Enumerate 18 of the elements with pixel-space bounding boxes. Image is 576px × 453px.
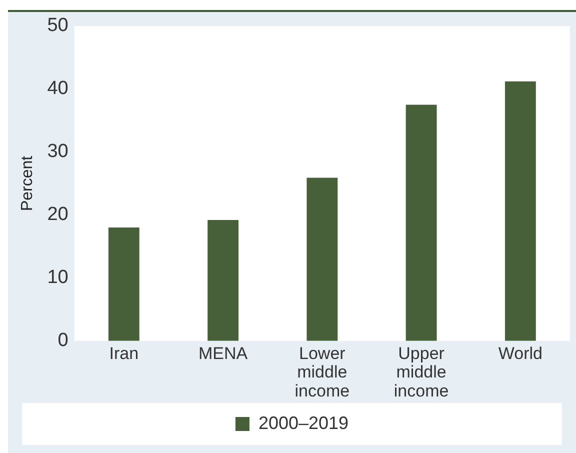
y-tick-label: 50 — [47, 15, 68, 36]
x-tick-label: Iran — [109, 344, 139, 363]
legend-label: 2000–2019 — [258, 412, 349, 433]
x-tick-label: MENA — [198, 344, 248, 363]
x-tick-label: Lower middle income — [294, 344, 350, 400]
y-tick-label: 0 — [58, 330, 68, 352]
y-tick-label: 40 — [47, 78, 68, 100]
x-tick-label: Upper middle income — [394, 344, 449, 400]
bar — [406, 104, 437, 341]
y-tick-label: 20 — [47, 204, 68, 226]
y-tick-label: 10 — [47, 267, 68, 288]
y-axis-title: Percent — [19, 155, 36, 212]
x-tick-label: World — [498, 344, 542, 363]
bar — [208, 220, 238, 341]
bar — [108, 228, 140, 341]
bar — [504, 81, 536, 341]
y-tick-label: 30 — [47, 141, 68, 162]
bar — [306, 178, 338, 341]
